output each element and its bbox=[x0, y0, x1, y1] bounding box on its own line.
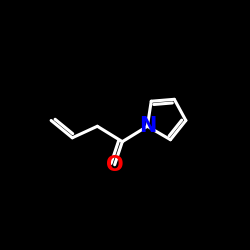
Text: O: O bbox=[106, 155, 124, 175]
Text: N: N bbox=[139, 116, 156, 136]
